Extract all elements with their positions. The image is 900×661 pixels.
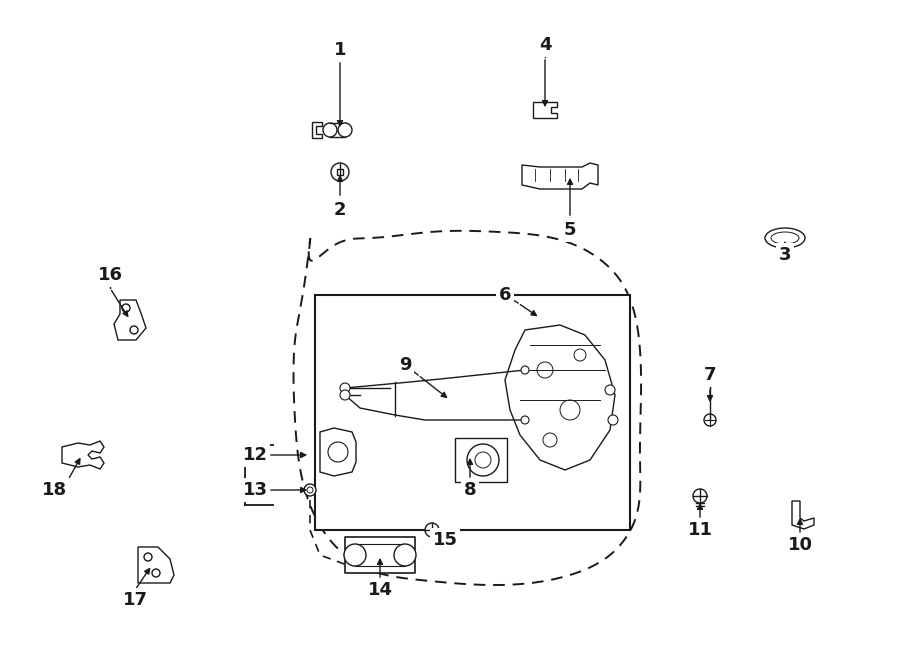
Circle shape <box>608 415 618 425</box>
Bar <box>345 537 415 573</box>
Text: 17: 17 <box>122 591 148 609</box>
Text: 14: 14 <box>367 581 392 599</box>
Circle shape <box>340 390 350 400</box>
Ellipse shape <box>771 232 799 244</box>
Text: 1: 1 <box>334 41 346 59</box>
Circle shape <box>338 123 352 137</box>
Bar <box>355 544 405 566</box>
Circle shape <box>152 569 160 577</box>
Circle shape <box>144 553 152 561</box>
Circle shape <box>521 416 529 424</box>
Polygon shape <box>522 163 598 189</box>
Polygon shape <box>533 102 557 118</box>
Circle shape <box>307 487 313 493</box>
Polygon shape <box>114 300 146 340</box>
Text: 18: 18 <box>42 481 68 499</box>
Circle shape <box>328 442 348 462</box>
Circle shape <box>425 523 439 537</box>
Circle shape <box>344 544 366 566</box>
Polygon shape <box>62 441 104 469</box>
Text: 3: 3 <box>778 246 791 264</box>
Text: 15: 15 <box>433 531 457 549</box>
Circle shape <box>467 444 499 476</box>
Circle shape <box>521 366 529 374</box>
Text: 2: 2 <box>334 201 346 219</box>
Text: 6: 6 <box>499 286 511 304</box>
Circle shape <box>605 385 615 395</box>
Text: 16: 16 <box>97 266 122 284</box>
Text: 12: 12 <box>242 446 267 464</box>
Polygon shape <box>138 547 174 583</box>
Circle shape <box>331 163 349 181</box>
Circle shape <box>475 452 491 468</box>
Circle shape <box>537 362 553 378</box>
Text: 11: 11 <box>688 521 713 539</box>
Ellipse shape <box>765 228 805 248</box>
Circle shape <box>693 489 707 503</box>
Text: 5: 5 <box>563 221 576 239</box>
Text: 7: 7 <box>704 366 716 384</box>
Polygon shape <box>505 325 615 470</box>
Text: 8: 8 <box>464 481 476 499</box>
Circle shape <box>122 304 130 312</box>
Circle shape <box>394 544 416 566</box>
Circle shape <box>323 123 337 137</box>
Text: 4: 4 <box>539 36 551 54</box>
Text: 13: 13 <box>242 481 267 499</box>
Bar <box>315 295 630 530</box>
Circle shape <box>704 414 716 426</box>
Circle shape <box>340 383 350 393</box>
Circle shape <box>560 400 580 420</box>
Circle shape <box>574 349 586 361</box>
Bar <box>455 438 507 482</box>
Circle shape <box>543 433 557 447</box>
Circle shape <box>304 484 316 496</box>
Circle shape <box>130 326 138 334</box>
Text: 9: 9 <box>399 356 411 374</box>
Polygon shape <box>312 122 322 138</box>
Bar <box>337 169 343 175</box>
Polygon shape <box>792 501 814 529</box>
Text: 10: 10 <box>788 536 813 554</box>
Polygon shape <box>320 428 356 476</box>
